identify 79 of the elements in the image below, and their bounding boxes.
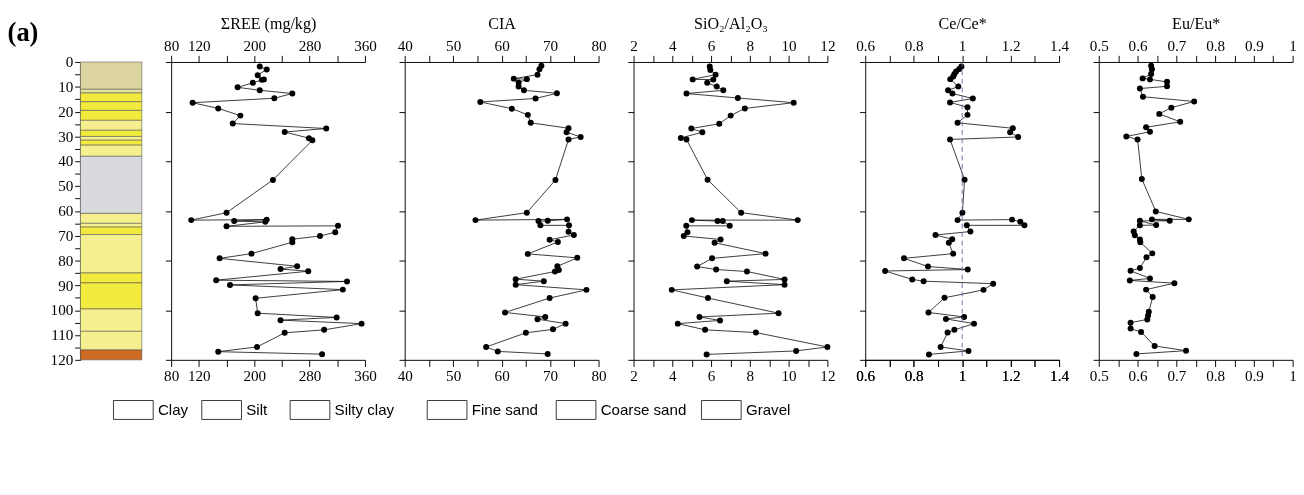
chart-title: (a) — [7, 17, 39, 48]
y-tick-label: 90 — [58, 277, 74, 294]
x-tick-label: 10 — [781, 368, 797, 385]
x2-tick-label: 2 — [630, 38, 638, 55]
text: Coarse sand — [600, 400, 687, 418]
y-tick-label: 110 — [51, 327, 74, 344]
y-tick-label: 40 — [58, 153, 74, 170]
x2-axis-title: SiO₂/Al₂O₃ — [694, 15, 768, 33]
x-tick-label: 0.7 — [1167, 368, 1187, 385]
x2-tick-label: 50 — [446, 38, 462, 55]
x2-tick-label: 0.8 — [904, 38, 924, 55]
x2-tick-label: 60 — [494, 38, 510, 55]
x-tick-label: 60 — [494, 368, 510, 385]
x-tick-label: 40 — [397, 368, 413, 385]
x-tick-label: 70 — [543, 368, 559, 385]
x-tick-label: 50 — [446, 368, 462, 385]
x-tick-label: 280 — [298, 368, 322, 385]
x-tick-label: 6 — [707, 368, 716, 385]
text: Silty clay — [334, 400, 395, 418]
x2-tick-label: 1.2 — [1001, 38, 1021, 55]
text: Gravel — [745, 400, 791, 418]
x-tick-label: 0.6 — [856, 368, 876, 385]
x2-tick-label: 10 — [781, 38, 797, 55]
x-tick-label: 1 — [958, 368, 967, 385]
x2-tick-label: 4 — [669, 38, 678, 55]
x-tick-label: 360 — [354, 368, 377, 385]
x2-tick-label: 40 — [397, 38, 413, 55]
x-tick-label: 2 — [630, 368, 638, 385]
x2-tick-label: 70 — [543, 38, 559, 55]
x2-tick-label: 1.4 — [1050, 38, 1070, 55]
y-tick-label: 20 — [58, 103, 74, 120]
x2-tick-label: 0.5 — [1089, 38, 1109, 55]
x2-tick-label: 80 — [591, 38, 607, 55]
y-tick-label: 70 — [58, 227, 74, 244]
x2-tick-label: 0.6 — [1128, 38, 1148, 55]
x2-tick-label: 12 — [820, 38, 836, 55]
x-tick-label: 1.4 — [1050, 368, 1070, 385]
x-tick-label: 1 — [1289, 368, 1297, 385]
x2-tick-label: 280 — [298, 38, 322, 55]
x2-tick-label: 1 — [1289, 38, 1297, 55]
y-tick-label: 120 — [50, 352, 74, 369]
x2-tick-label: 8 — [746, 38, 755, 55]
x-tick-label: 0.5 — [1089, 368, 1109, 385]
x-tick-label: 80 — [591, 368, 607, 385]
x-tick-label: 8 — [746, 368, 755, 385]
x-tick-label: 80 — [164, 368, 180, 385]
y-tick-label: 60 — [58, 203, 74, 220]
x2-tick-label: 1 — [958, 38, 967, 55]
x2-tick-label: 80 — [164, 38, 180, 55]
x-tick-label: 12 — [820, 368, 836, 385]
x-tick-label: 0.9 — [1244, 368, 1264, 385]
y-tick-label: 50 — [58, 178, 74, 195]
y-tick-label: 30 — [58, 128, 74, 145]
text: Silt — [246, 400, 269, 418]
x2-tick-label: 0.8 — [1206, 38, 1226, 55]
x-tick-label: 0.6 — [1128, 368, 1148, 385]
y-tick-label: 10 — [58, 79, 74, 96]
text: Clay — [157, 400, 189, 418]
x2-axis-title: CIA — [488, 15, 517, 33]
x2-axis-title: Ce/Ce* — [938, 15, 987, 33]
x2-axis-title: ΣREE (mg/kg) — [220, 15, 317, 34]
y-tick-label: 80 — [58, 252, 74, 269]
x2-tick-label: 0.6 — [856, 38, 876, 55]
x-tick-label: 120 — [187, 368, 211, 385]
x2-tick-label: 120 — [187, 38, 211, 55]
x2-axis-title: Eu/Eu* — [1172, 15, 1221, 33]
text: Fine sand — [471, 400, 539, 418]
x-tick-label: 0.8 — [904, 368, 924, 385]
x2-tick-label: 0.9 — [1244, 38, 1264, 55]
x2-tick-label: 6 — [707, 38, 716, 55]
x2-tick-label: 360 — [354, 38, 377, 55]
x-tick-label: 4 — [669, 368, 678, 385]
y-tick-label: 0 — [65, 54, 74, 71]
y-tick-label: 100 — [50, 302, 74, 319]
x-tick-label: 0.8 — [1206, 368, 1226, 385]
x-tick-label: 200 — [243, 368, 267, 385]
x2-tick-label: 0.7 — [1167, 38, 1187, 55]
x-tick-label: 1.2 — [1001, 368, 1021, 385]
x2-tick-label: 200 — [243, 38, 267, 55]
